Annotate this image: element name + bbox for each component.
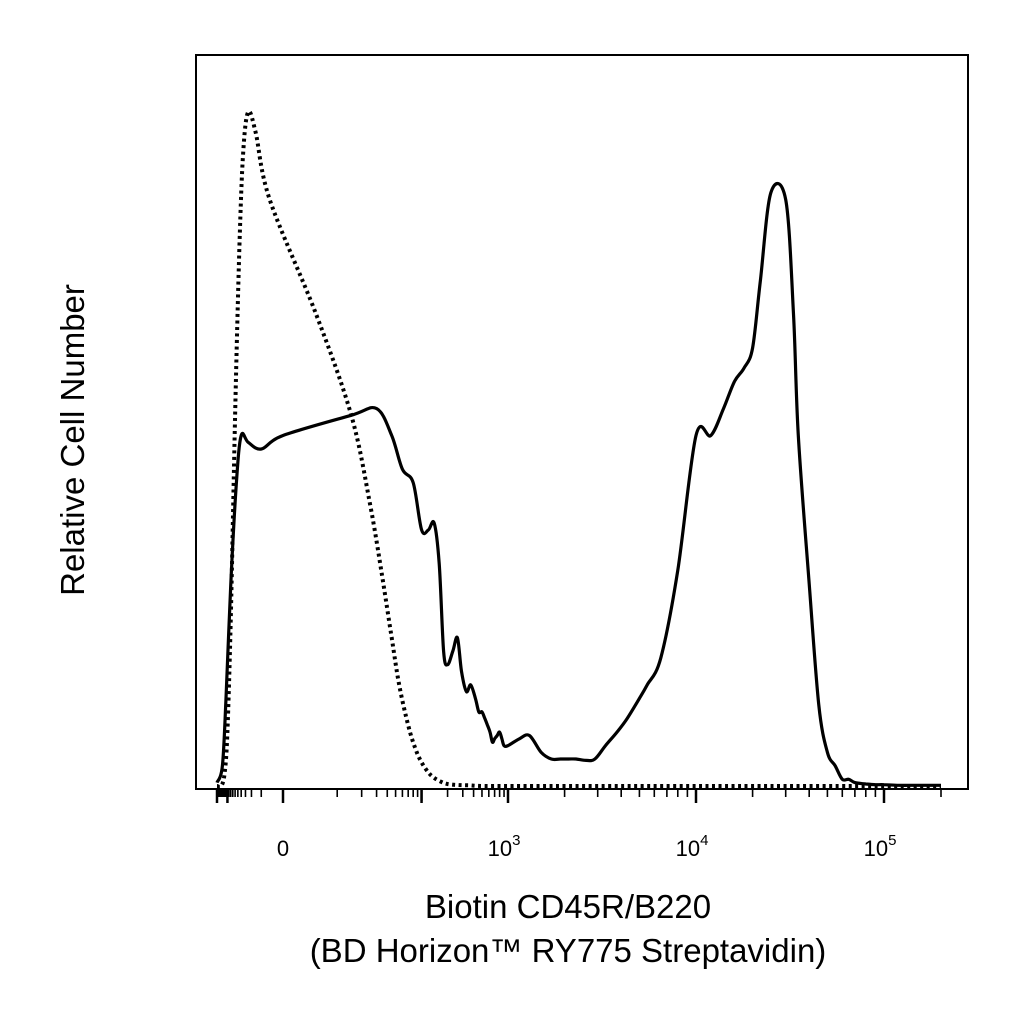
x-tick-label: 104: [676, 832, 709, 861]
x-tick-label: 0: [277, 836, 289, 861]
series-line-solid: [215, 182, 941, 787]
x-axis-subtitle: (BD Horizon™ RY775 Streptavidin): [310, 932, 827, 969]
x-tick-label: 103: [488, 832, 521, 861]
x-axis-ticks: [215, 789, 942, 803]
series-line-dotted: [216, 109, 941, 789]
y-axis-title: Relative Cell Number: [54, 284, 91, 596]
plot-frame: [195, 54, 969, 790]
x-tick-label: 105: [864, 832, 897, 861]
x-axis-title: Biotin CD45R/B220: [425, 888, 711, 925]
x-axis-tick-labels: 0 103 104 105: [277, 832, 897, 861]
